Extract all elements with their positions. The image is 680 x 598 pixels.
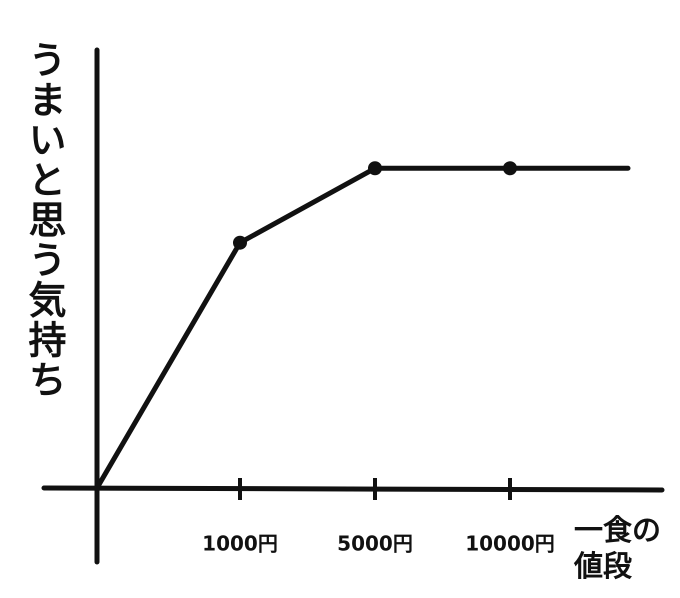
line — [94, 165, 631, 491]
x-axis-label: 一食の値段 — [574, 513, 662, 583]
point — [368, 161, 382, 176]
x-tick-label: 10000円 — [465, 532, 555, 556]
x-tick-label: 5000円 — [337, 532, 413, 556]
x-tick-label: 1000円 — [202, 532, 278, 556]
x-axis — [41, 485, 665, 493]
y-axis-label: うまいと思う気持ち — [22, 40, 66, 400]
point — [503, 161, 517, 176]
point — [233, 235, 247, 250]
